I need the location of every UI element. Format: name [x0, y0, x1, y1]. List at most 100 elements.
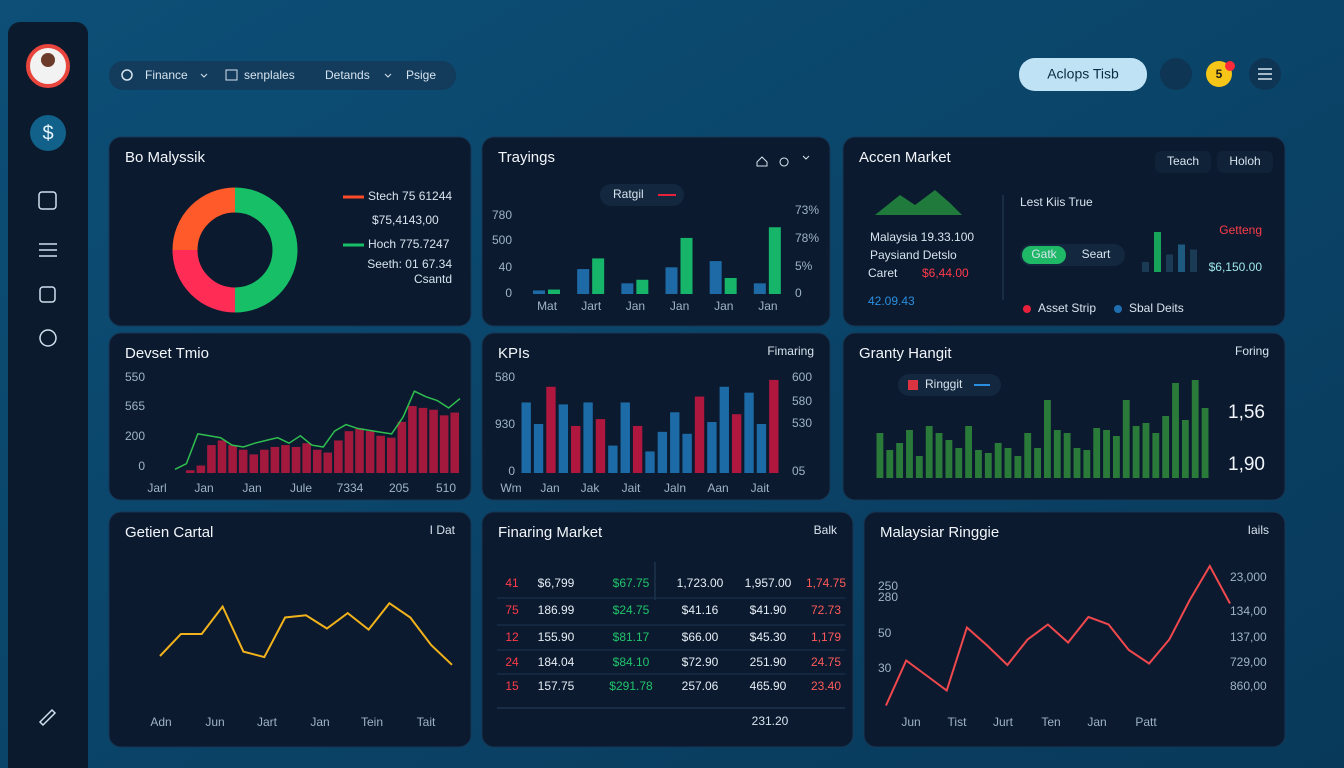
table-cell: 24.75	[811, 655, 841, 669]
legend-text: Hoch 775.7247	[368, 237, 450, 251]
bar	[769, 379, 779, 473]
tab[interactable]	[1217, 151, 1273, 173]
chevron	[200, 73, 208, 78]
nav-item[interactable]: Psige	[406, 68, 436, 82]
bar	[344, 431, 354, 473]
bar	[621, 283, 634, 294]
legend-text: Csantd	[414, 272, 452, 286]
axis-label: 1,56	[1228, 402, 1265, 423]
table-footer: 231.20	[752, 714, 789, 728]
table-cell: 23.40	[811, 679, 841, 693]
icon-button[interactable]	[1160, 58, 1192, 90]
bar	[291, 446, 301, 473]
bar	[592, 258, 605, 294]
tab-label: Teach	[1167, 154, 1199, 168]
bar	[577, 269, 590, 294]
kpi-text: $6,150.00	[1209, 260, 1263, 274]
legend-text: Sbal Deits	[1129, 301, 1184, 315]
bar	[753, 283, 766, 294]
bar	[906, 430, 913, 478]
legend-pill	[600, 184, 684, 206]
bar	[207, 445, 216, 473]
sidebar-active[interactable]	[30, 115, 66, 151]
bar	[724, 277, 737, 294]
bar	[397, 421, 407, 473]
legend-swatch	[908, 380, 918, 390]
x-axis-label: Jurt	[993, 715, 1014, 729]
nav-bar	[109, 61, 456, 90]
nav-item[interactable]: Finance	[145, 68, 188, 82]
search-icon[interactable]	[121, 69, 133, 81]
bar	[896, 443, 904, 478]
table-cell: 1,179	[811, 630, 841, 644]
kpi-text: Getteng	[1219, 223, 1262, 237]
bar	[386, 437, 396, 473]
action-button[interactable]	[1019, 58, 1147, 91]
kpi-text: Caret	[868, 266, 898, 280]
sidebar-icon[interactable]	[39, 243, 57, 257]
kpi-text: Paysiand Detslo	[870, 248, 957, 262]
sidebar-icon[interactable]	[39, 286, 56, 303]
bar	[418, 407, 428, 473]
bar	[744, 392, 754, 473]
axis-label: 23,000	[1230, 570, 1267, 584]
x-axis-label: Tait	[417, 715, 436, 729]
line	[159, 601, 453, 666]
x-axis-label: Ten	[1041, 715, 1060, 729]
bar	[1044, 400, 1051, 478]
x-axis-label: Aan	[707, 481, 728, 495]
avatar-face	[41, 53, 55, 67]
bar	[1172, 383, 1179, 478]
bar	[645, 451, 655, 473]
table-cell: 186.99	[538, 603, 575, 617]
axis-label: 729,00	[1230, 655, 1267, 669]
bar	[1162, 416, 1170, 478]
bar	[955, 448, 963, 478]
bar	[670, 412, 680, 473]
bar	[533, 424, 544, 473]
legend-text: Ratgil	[613, 187, 644, 201]
tab[interactable]	[1155, 151, 1211, 173]
table-cell: $6,799	[538, 576, 575, 590]
x-axis-label: Jart	[581, 299, 602, 313]
nav-item[interactable]: senplales	[244, 68, 295, 82]
bar	[707, 422, 717, 473]
bar	[1103, 430, 1110, 478]
bar	[302, 443, 311, 473]
panel	[842, 136, 1286, 327]
bar	[935, 433, 943, 478]
axis-label: 500	[492, 233, 512, 247]
table-cell: $67.75	[613, 576, 650, 590]
bar	[186, 470, 195, 473]
bar	[1083, 450, 1091, 478]
axis-label: 530	[792, 416, 812, 430]
bar	[312, 449, 322, 473]
x-axis-label: Jan	[540, 481, 559, 495]
sidebar-icon[interactable]	[38, 708, 57, 727]
axis-label: 780	[492, 208, 512, 222]
nav-item[interactable]: Detands	[325, 68, 370, 82]
bar	[608, 445, 618, 473]
axis-label: 565	[125, 399, 145, 413]
table-cell: $291.78	[609, 679, 653, 693]
bar	[270, 446, 280, 473]
bar	[429, 409, 438, 473]
bar	[281, 445, 290, 473]
bar	[965, 426, 973, 478]
bar	[994, 443, 1002, 478]
bar	[595, 419, 606, 473]
sidebar-icon[interactable]	[39, 329, 57, 347]
bar	[260, 449, 269, 473]
panel-note: Fimaring	[767, 344, 814, 358]
x-axis-label: Jait	[622, 481, 641, 495]
table-cell: 251.90	[750, 655, 787, 669]
sidebar-icon[interactable]	[38, 191, 57, 210]
bar	[583, 402, 593, 473]
axis-label: 78%	[795, 231, 819, 245]
bar	[376, 435, 385, 473]
table-cell: $81.17	[613, 630, 650, 644]
axis-label: 0	[505, 286, 512, 300]
x-axis-label: Jarl	[147, 481, 166, 495]
axis-label: 580	[495, 370, 515, 384]
